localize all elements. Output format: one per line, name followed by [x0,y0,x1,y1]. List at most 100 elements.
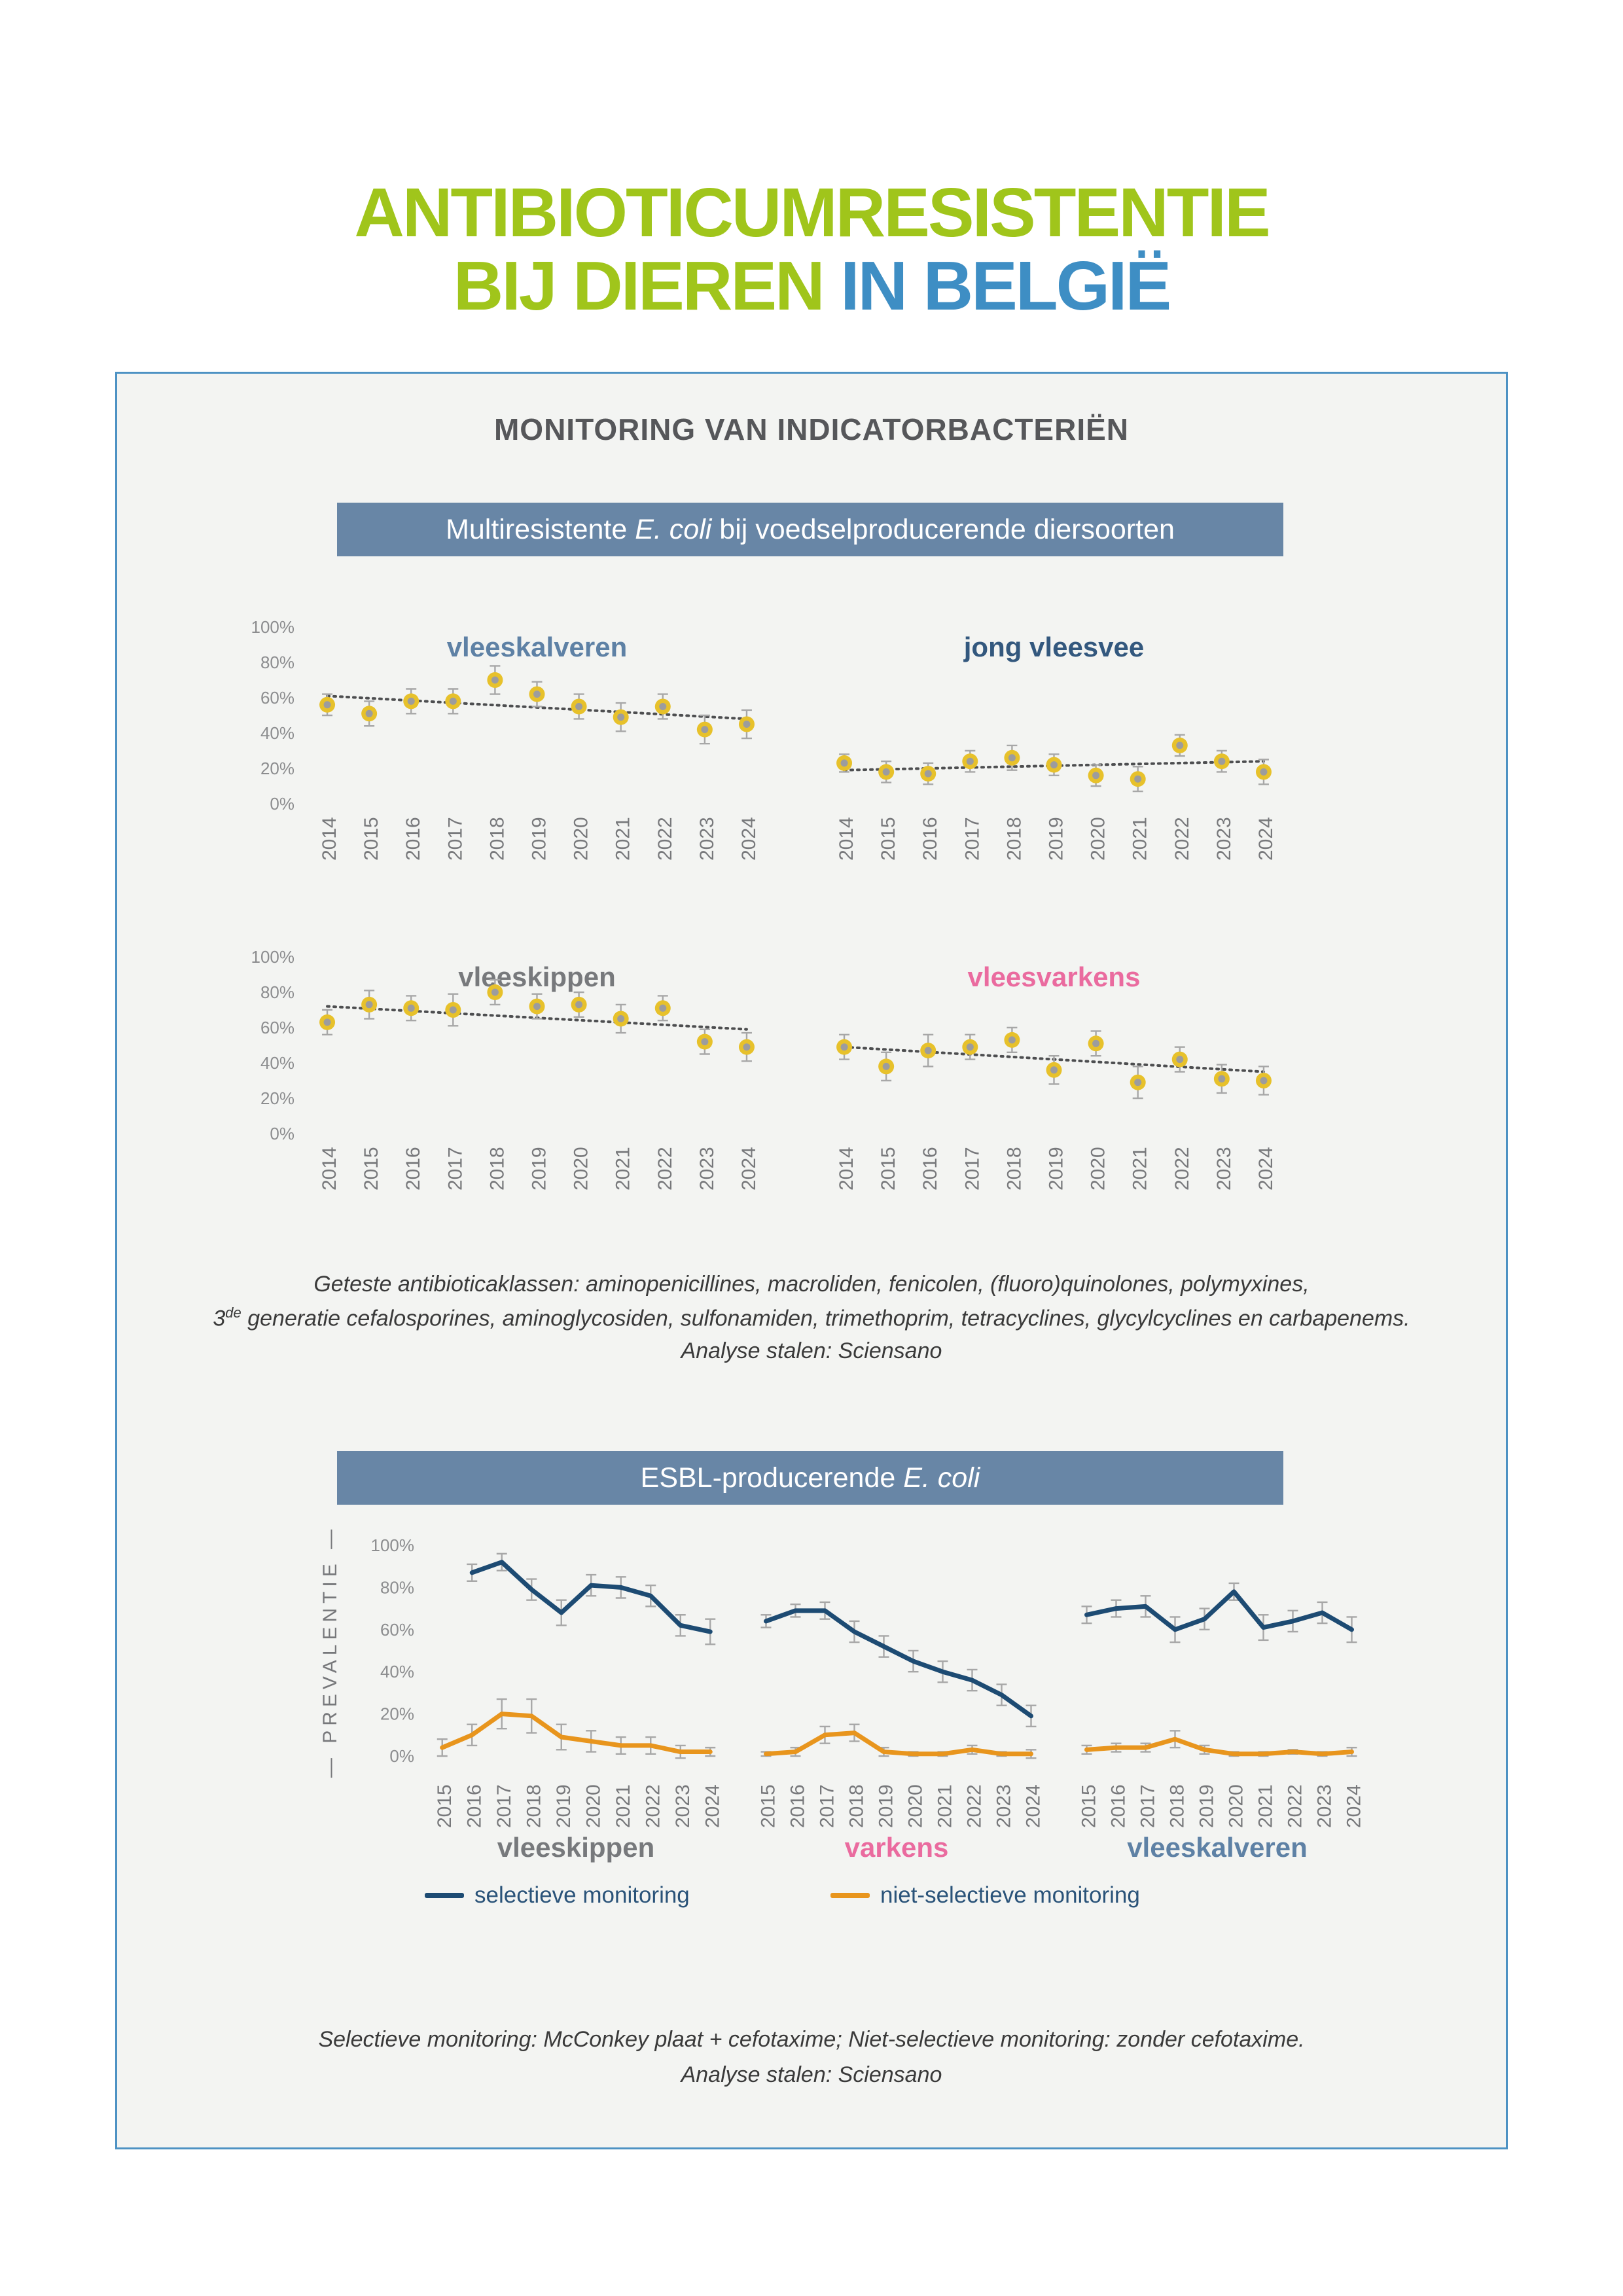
panel-label-varkens: varkens [844,1832,949,1863]
x-tick: 2021 [1130,1147,1151,1191]
y-tick: 80% [260,653,294,672]
x-tick: 2016 [787,1784,809,1828]
x-tick: 2015 [361,1147,382,1191]
x-tick: 2022 [642,1784,664,1828]
x-tick: 2015 [878,817,899,861]
panel-label-vleeskippen: vleeskippen [497,1832,655,1863]
y-tick: 0% [389,1746,414,1766]
x-tick: 2020 [1226,1784,1247,1828]
x-tick: 2023 [1213,1147,1235,1191]
x-tick: 2014 [319,817,340,861]
data-points [319,672,755,738]
x-tick: 2024 [702,1784,723,1828]
x-axis-ticks: 2015 2016 2017 2018 2019 2020 2021 2022 2023 2024 [1079,1784,1365,1828]
x-tick: 2021 [935,1784,956,1828]
x-tick: 2021 [613,1784,634,1828]
x-tick: 2021 [613,817,634,861]
x-tick: 2017 [493,1784,515,1828]
x-tick: 2015 [758,1784,779,1828]
series-selective [469,1560,713,1634]
scatter-chart-vleeskalveren: vleeskalveren 100% 80% 60% 40% 20% 0% 2014 2015 2… [244,604,794,866]
y-tick: 40% [260,1053,294,1073]
esbl-note-line1: Selectieve monitoring: McConkey plaat + … [318,2027,1305,2052]
x-tick: 2021 [1130,817,1151,861]
data-points [319,984,755,1055]
x-tick: 2018 [1003,817,1025,861]
x-tick: 2017 [961,817,983,861]
x-axis-ticks: 2014 2015 2016 2017 2018 2019 2020 2021 2022 2023… [836,1147,1277,1191]
series-non-selective [440,1712,713,1755]
x-tick: 2021 [1255,1784,1277,1828]
x-tick: 2023 [993,1784,1015,1828]
chart-title: jong vleesvee [963,632,1144,662]
x-tick: 2018 [846,1784,868,1828]
x-tick: 2023 [672,1784,694,1828]
banner-multiresistente: Multiresistente E. coli bij voedselprodu… [337,503,1283,556]
x-tick: 2019 [529,1147,550,1191]
x-tick: 2020 [571,1147,592,1191]
y-tick: 60% [260,688,294,708]
chart-title: vleeskalveren [447,632,628,662]
panel-label-vleeskalveren: vleeskalveren [1127,1832,1308,1863]
x-tick: 2015 [434,1784,455,1828]
x-tick: 2024 [738,1147,760,1191]
scatter-svg-jong-vleesvee: jong vleesvee 2014 2015 2016 2017 2018 2019 202… [836,632,1277,861]
data-points [836,737,1272,787]
x-tick: 2015 [1079,1784,1100,1828]
x-tick: 2016 [402,1147,424,1191]
y-axis-ticks: 100% 80% 60% 40% 20% 0% [251,617,295,814]
x-tick: 2018 [523,1784,544,1828]
x-tick: 2024 [1023,1784,1044,1828]
series-selective [764,1608,1033,1719]
x-tick: 2019 [529,817,550,861]
x-tick: 2018 [1167,1784,1188,1828]
y-tick: 60% [260,1018,294,1037]
y-axis-ticks: 100% 80% 60% 40% 20% 0% [251,947,295,1143]
x-tick: 2019 [553,1784,575,1828]
y-tick: 100% [371,1535,415,1555]
x-tick: 2018 [486,817,508,861]
y-tick: 20% [260,1088,294,1108]
scatter-chart-jong-vleesvee: jong vleesvee 2014 2015 2016 2017 2018 2019 202… [807,604,1357,866]
error-bars [322,665,752,745]
legend-swatch-selective [425,1893,464,1898]
scatter-svg-vleesvarkens: vleesvarkens 2014 2015 2016 2017 2018 2019 2020… [836,961,1277,1191]
y-tick: 100% [251,617,295,637]
y-tick: 100% [251,947,295,967]
legend-item-non-selective: niet-selectieve monitoring [830,1882,1140,1909]
y-tick: 40% [380,1662,414,1681]
legend-label-non-selective: niet-selectieve monitoring [880,1882,1140,1908]
series-selective [1084,1589,1354,1632]
x-tick: 2022 [654,817,676,861]
y-axis-ticks: 100% 80% 60% 40% 20% 0% [371,1535,415,1766]
chart-title: vleeskippen [458,961,615,992]
y-tick: 0% [270,1124,294,1143]
x-tick: 2020 [1088,1147,1109,1191]
x-tick: 2017 [817,1784,838,1828]
x-tick: 2017 [444,1147,466,1191]
x-tick: 2022 [1171,817,1193,861]
esbl-note-line2: Analyse stalen: Sciensano [681,2062,942,2087]
series-selective-error-bars [760,1601,1037,1728]
x-tick: 2016 [919,817,941,861]
x-tick: 2014 [836,1147,857,1191]
x-tick: 2019 [1046,817,1067,861]
title-line2-green: BIJ DIEREN [453,247,841,325]
x-tick: 2016 [919,1147,941,1191]
x-axis-ticks: 2014 2015 2016 2017 2018 2019 2020 2021 2022 2023… [319,1147,760,1191]
line-svg-varkens: 2015 2016 2017 2018 2019 2020 2021 2022 2023 2024 [758,1601,1044,1828]
x-tick: 2014 [836,817,857,861]
x-tick: 2017 [1137,1784,1159,1828]
series-non-selective [1084,1736,1354,1757]
title-line2-blue: IN BELGIË [840,247,1171,325]
x-axis-ticks: 2014 2015 2016 2017 2018 2019 2020 2021 2022 2023… [319,817,760,861]
x-tick: 2017 [961,1147,983,1191]
y-tick: 80% [380,1577,414,1597]
x-tick: 2021 [613,1147,634,1191]
title-line1: ANTIBIOTICUMRESISTENTIE [354,174,1270,252]
y-tick: 20% [380,1704,414,1724]
x-axis-ticks: 2014 2015 2016 2017 2018 2019 2020 2021 2022 2023… [836,817,1277,861]
x-tick: 2024 [738,817,760,861]
